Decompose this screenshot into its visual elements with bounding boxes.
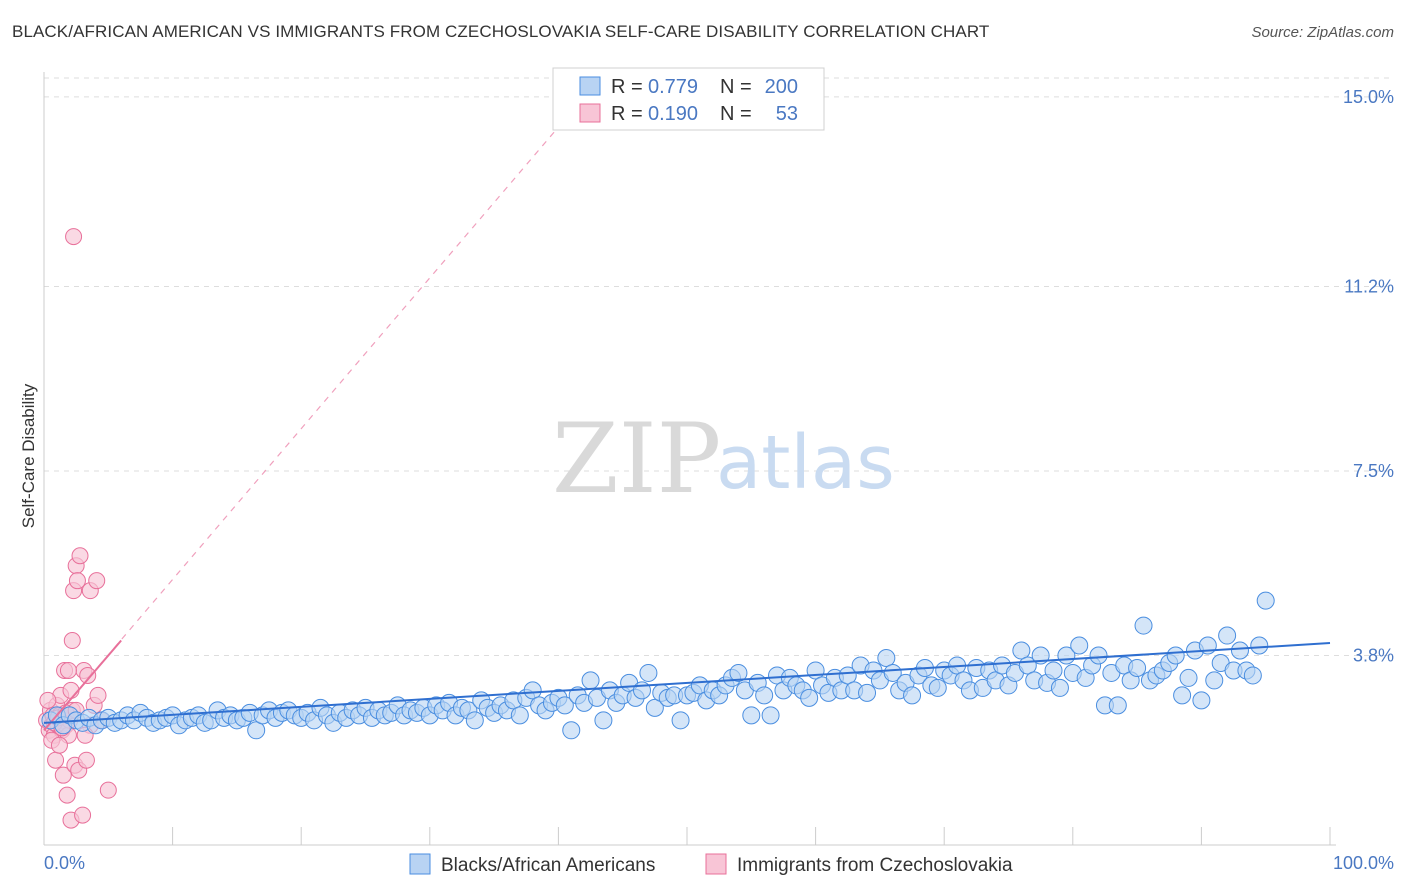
series-legend-swatch-blue	[409, 853, 431, 875]
data-point-black	[1108, 696, 1127, 715]
data-point-black	[594, 711, 613, 730]
data-point-black	[1089, 646, 1108, 665]
data-point-czechoslovakia	[89, 686, 107, 704]
data-point-black	[1179, 668, 1198, 687]
legend-r-label: R =	[611, 76, 643, 98]
data-point-black	[555, 696, 574, 715]
legend-r-value: 0.779	[648, 76, 698, 98]
correlation-legend: R = 0.779 N = 200 R = 0.190 N = 53	[552, 67, 825, 131]
data-point-black	[510, 706, 529, 725]
series-legend-swatch-pink	[705, 853, 727, 875]
x-tick-label-min: 0.0%	[44, 853, 85, 873]
y-axis-label: Self-Care Disability	[19, 383, 38, 528]
data-point-black	[729, 663, 748, 682]
data-point-black	[1166, 646, 1185, 665]
data-point-czechoslovakia	[54, 766, 72, 784]
data-point-black	[877, 648, 896, 667]
data-point-black	[928, 678, 947, 697]
data-point-black	[1128, 658, 1147, 677]
data-point-black	[1230, 641, 1249, 660]
y-tick-label: 11.2%	[1344, 276, 1394, 296]
trend-line-czechoslovakia-extended	[43, 96, 585, 731]
data-point-black	[858, 683, 877, 702]
data-point-black	[1044, 661, 1063, 680]
data-point-black	[247, 721, 266, 740]
data-point-black	[639, 663, 658, 682]
series-czechoslovakia-points	[38, 228, 117, 829]
data-point-black	[1050, 678, 1069, 697]
data-point-black	[755, 686, 774, 705]
data-point-black	[1243, 666, 1262, 685]
legend-n-label: N =	[720, 76, 752, 98]
data-point-black	[742, 706, 761, 725]
data-point-black	[883, 663, 902, 682]
data-point-czechoslovakia	[88, 572, 106, 590]
data-point-black	[1012, 641, 1031, 660]
data-point-black	[761, 706, 780, 725]
data-point-czechoslovakia	[71, 547, 89, 565]
series-legend: Blacks/African Americans Immigrants from…	[409, 853, 1013, 876]
data-point-czechoslovakia	[63, 632, 81, 650]
legend-n-value: 200	[765, 76, 798, 98]
data-point-black	[562, 721, 581, 740]
data-point-czechoslovakia	[99, 781, 117, 799]
x-axis-ticks	[43, 827, 1331, 845]
chart-title: BLACK/AFRICAN AMERICAN VS IMMIGRANTS FRO…	[12, 22, 990, 41]
data-point-black	[671, 711, 690, 730]
data-point-czechoslovakia	[39, 691, 57, 709]
data-point-czechoslovakia	[62, 681, 80, 699]
data-point-black	[1205, 671, 1224, 690]
data-point-black	[1070, 636, 1089, 655]
data-point-czechoslovakia	[79, 666, 97, 684]
trend-line-black	[43, 642, 1331, 724]
y-tick-label: 7.5%	[1353, 461, 1394, 481]
watermark-atlas: atlas	[716, 420, 895, 506]
legend-n-value: 53	[776, 103, 798, 125]
series-legend-label: Blacks/African Americans	[441, 855, 655, 876]
source-label: Source: ZipAtlas.com	[1251, 24, 1394, 41]
x-tick-label-max: 100.0%	[1333, 853, 1394, 873]
series-legend-label: Immigrants from Czechoslovakia	[737, 855, 1013, 876]
data-point-czechoslovakia	[58, 786, 76, 804]
data-point-czechoslovakia	[68, 572, 86, 590]
gridlines	[44, 77, 1392, 656]
data-point-black	[806, 661, 825, 680]
data-point-czechoslovakia	[65, 228, 83, 246]
data-point-black	[800, 688, 819, 707]
legend-swatch-pink	[579, 103, 601, 123]
data-point-black	[1218, 626, 1237, 645]
data-point-black	[903, 686, 922, 705]
data-point-black	[581, 671, 600, 690]
y-tick-label: 15.0%	[1343, 87, 1394, 107]
y-tick-label: 3.8%	[1353, 645, 1394, 665]
data-point-czechoslovakia	[59, 661, 77, 679]
trend-lines	[43, 96, 1331, 731]
legend-swatch-blue	[579, 76, 601, 96]
trend-line-czechoslovakia	[43, 639, 122, 731]
data-point-black	[1192, 691, 1211, 710]
data-point-black	[1173, 686, 1192, 705]
legend-r-value: 0.190	[648, 103, 698, 125]
data-point-czechoslovakia	[50, 736, 68, 754]
data-point-czechoslovakia	[77, 751, 95, 769]
watermark-zip: ZIP	[552, 403, 721, 515]
legend-r-label: R =	[611, 103, 643, 125]
data-point-black	[645, 698, 664, 717]
data-point-czechoslovakia	[74, 806, 92, 824]
data-point-black	[523, 681, 542, 700]
legend-n-label: N =	[720, 103, 752, 125]
data-point-czechoslovakia	[47, 751, 65, 769]
data-point-black	[838, 666, 857, 685]
data-point-black	[1134, 616, 1153, 635]
data-point-black	[1256, 591, 1275, 610]
series-black-points	[41, 591, 1275, 740]
data-point-black	[465, 711, 484, 730]
data-point-black	[1250, 636, 1269, 655]
